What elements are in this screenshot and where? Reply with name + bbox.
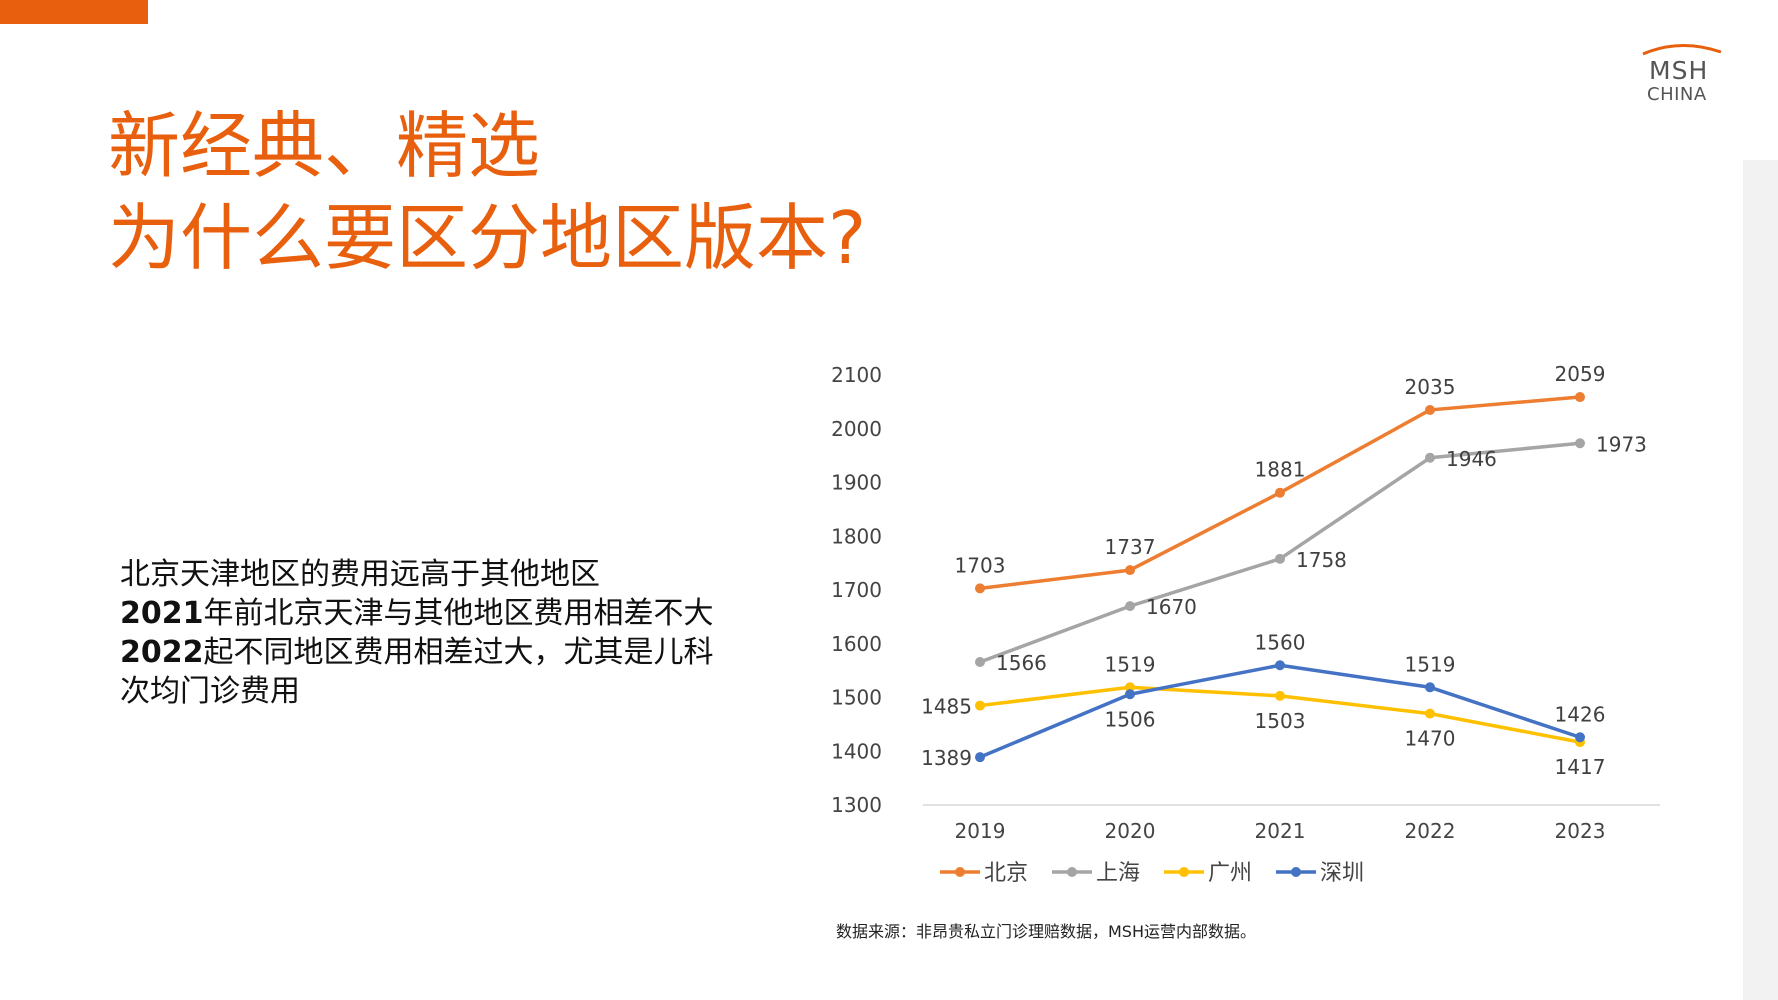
legend-label: 上海 bbox=[1096, 861, 1140, 886]
data-label: 1389 bbox=[921, 746, 972, 770]
data-point bbox=[1425, 682, 1435, 693]
x-tick-label: 2019 bbox=[955, 819, 1006, 843]
data-point bbox=[1275, 553, 1285, 564]
corner-accent-bar bbox=[0, 0, 148, 24]
data-point bbox=[1125, 601, 1135, 612]
data-point bbox=[1575, 392, 1585, 403]
data-label: 1470 bbox=[1405, 727, 1456, 751]
data-label: 1519 bbox=[1105, 652, 1156, 676]
logo-msh-text: MSH bbox=[1649, 56, 1709, 85]
x-tick-label: 2022 bbox=[1405, 819, 1456, 843]
legend-swatch-marker bbox=[1067, 867, 1077, 877]
source-note: 数据来源：非昂贵私立门诊理赔数据，MSH运营内部数据。 bbox=[836, 922, 1256, 941]
data-point bbox=[1275, 660, 1285, 671]
data-label: 1426 bbox=[1555, 702, 1606, 726]
y-tick-label: 1500 bbox=[831, 686, 882, 710]
data-point bbox=[1425, 452, 1435, 463]
data-point bbox=[975, 583, 985, 594]
y-tick-label: 1300 bbox=[831, 793, 882, 817]
data-label: 1506 bbox=[1105, 707, 1156, 731]
data-label: 2035 bbox=[1405, 375, 1456, 399]
y-tick-label: 2000 bbox=[831, 417, 882, 441]
legend-label: 深圳 bbox=[1320, 861, 1364, 886]
data-point bbox=[975, 657, 985, 668]
data-point bbox=[975, 700, 985, 711]
data-point bbox=[1125, 565, 1135, 576]
data-label: 1703 bbox=[955, 553, 1006, 577]
data-label: 1485 bbox=[921, 695, 972, 719]
x-tick-label: 2020 bbox=[1105, 819, 1156, 843]
body-line-3-year: 2022 bbox=[120, 635, 204, 670]
msh-china-logo: MSH CHINA bbox=[1635, 40, 1725, 110]
data-label: 1670 bbox=[1146, 595, 1197, 619]
y-tick-label: 1700 bbox=[831, 578, 882, 602]
data-label: 1503 bbox=[1255, 709, 1306, 733]
y-tick-label: 1900 bbox=[831, 471, 882, 495]
data-label: 1519 bbox=[1405, 652, 1456, 676]
data-label: 1560 bbox=[1255, 630, 1306, 654]
data-label: 1737 bbox=[1105, 535, 1156, 559]
title-line-1: 新经典、精选 bbox=[108, 104, 541, 188]
data-label: 1758 bbox=[1296, 548, 1347, 572]
y-tick-label: 1600 bbox=[831, 632, 882, 656]
data-point bbox=[1275, 690, 1285, 701]
body-line-2-text: 年前北京天津与其他地区费用相差不大 bbox=[203, 596, 714, 631]
y-tick-label: 2100 bbox=[831, 363, 882, 387]
data-point bbox=[975, 752, 985, 763]
data-label: 2059 bbox=[1555, 362, 1606, 386]
body-line-2: 2021年前北京天津与其他地区费用相差不大 bbox=[120, 594, 800, 633]
legend-swatch-marker bbox=[1179, 867, 1189, 877]
legend-swatch-marker bbox=[955, 867, 965, 877]
logo-china-text: CHINA bbox=[1647, 84, 1707, 105]
title-line-2: 为什么要区分地区版本? bbox=[108, 196, 867, 280]
body-line-3: 2022起不同地区费用相差过大，尤其是儿科 bbox=[120, 633, 800, 672]
data-label: 1881 bbox=[1255, 458, 1306, 482]
data-label: 1946 bbox=[1446, 447, 1497, 471]
data-point bbox=[1425, 708, 1435, 719]
body-line-4: 次均门诊费用 bbox=[120, 674, 300, 709]
data-label: 1566 bbox=[996, 651, 1047, 675]
data-point bbox=[1575, 438, 1585, 449]
body-line-1: 北京天津地区的费用远高于其他地区 bbox=[120, 557, 600, 592]
x-tick-label: 2023 bbox=[1555, 819, 1606, 843]
x-tick-label: 2021 bbox=[1255, 819, 1306, 843]
y-tick-label: 1400 bbox=[831, 739, 882, 763]
legend-swatch-marker bbox=[1291, 867, 1301, 877]
data-point bbox=[1275, 487, 1285, 498]
body-line-3-text: 起不同地区费用相差过大，尤其是儿科 bbox=[203, 635, 714, 670]
page-title: 新经典、精选 为什么要区分地区版本? bbox=[108, 100, 866, 284]
legend-label: 广州 bbox=[1208, 861, 1252, 886]
data-label: 1417 bbox=[1555, 755, 1606, 779]
data-point bbox=[1125, 689, 1135, 700]
data-label: 1973 bbox=[1596, 432, 1647, 456]
y-tick-label: 1800 bbox=[831, 524, 882, 548]
body-line-2-year: 2021 bbox=[120, 596, 204, 631]
data-point bbox=[1125, 682, 1135, 693]
body-paragraph: 北京天津地区的费用远高于其他地区 2021年前北京天津与其他地区费用相差不大 2… bbox=[120, 555, 800, 711]
data-point bbox=[1575, 732, 1585, 743]
data-point bbox=[1425, 404, 1435, 415]
right-edge-strip bbox=[1743, 160, 1778, 1000]
legend-label: 北京 bbox=[984, 861, 1028, 886]
line-chart: 1300 1400 1500 1600 1700 1800 1900 2000 2100 2019… bbox=[831, 362, 1660, 886]
logo-arc-icon bbox=[1642, 44, 1722, 56]
